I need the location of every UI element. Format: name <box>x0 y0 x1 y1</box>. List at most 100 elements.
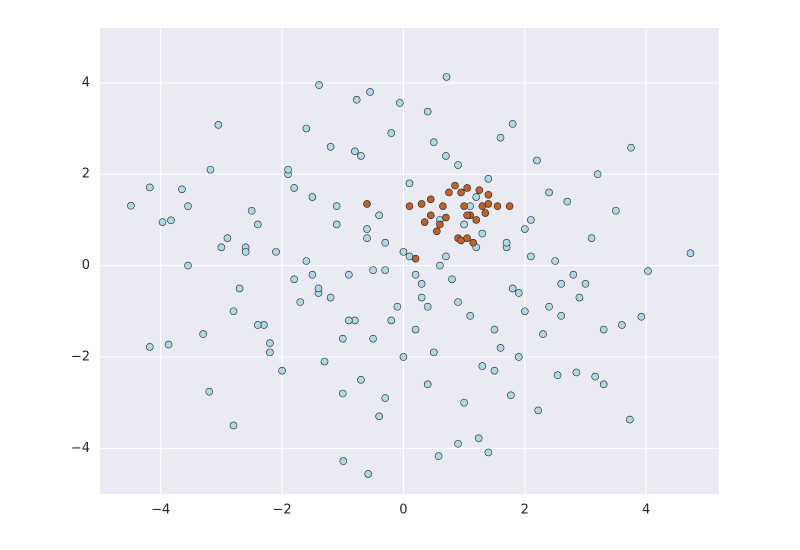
point <box>178 185 186 194</box>
point <box>575 293 584 302</box>
point <box>411 270 420 279</box>
point <box>434 452 443 460</box>
point <box>417 200 426 208</box>
point <box>591 372 600 381</box>
point <box>411 254 420 263</box>
point <box>381 266 390 274</box>
point <box>326 293 335 302</box>
point <box>145 343 154 351</box>
y-tick-label: −4 <box>71 441 90 456</box>
point <box>481 209 490 217</box>
point <box>290 184 298 192</box>
y-tick-label: 2 <box>82 167 90 182</box>
point <box>284 165 292 174</box>
point <box>484 200 493 208</box>
point <box>490 366 499 375</box>
point <box>167 216 175 225</box>
point <box>563 197 572 206</box>
x-tick-label: 0 <box>399 503 407 518</box>
point <box>433 227 441 236</box>
point <box>253 321 262 329</box>
point <box>508 284 517 293</box>
point <box>351 147 359 156</box>
point <box>484 448 493 457</box>
point <box>527 252 535 261</box>
point <box>423 107 432 116</box>
point <box>644 267 652 275</box>
point <box>214 121 223 129</box>
point <box>508 120 517 128</box>
point <box>545 302 553 311</box>
point <box>514 289 523 297</box>
point <box>505 202 514 210</box>
point <box>521 307 529 316</box>
point <box>338 389 347 398</box>
x-tick-label: 2 <box>521 503 529 518</box>
point <box>296 298 305 306</box>
point <box>332 220 341 229</box>
x-tick-label: −2 <box>272 503 291 518</box>
point <box>369 266 377 274</box>
point <box>158 218 167 226</box>
point <box>490 325 499 334</box>
point <box>426 211 435 220</box>
point <box>502 238 511 247</box>
point <box>417 293 426 302</box>
point <box>184 261 192 270</box>
point <box>429 348 438 357</box>
point <box>460 398 468 407</box>
point <box>206 165 215 174</box>
point <box>411 325 420 334</box>
point <box>460 220 468 229</box>
point <box>451 181 459 190</box>
point <box>557 280 566 288</box>
point <box>599 325 608 334</box>
point <box>381 394 390 402</box>
point <box>405 202 414 210</box>
point <box>478 229 487 238</box>
point <box>345 316 353 325</box>
point <box>445 188 453 197</box>
point <box>557 312 566 320</box>
point <box>199 330 207 338</box>
point <box>205 387 214 396</box>
point <box>521 225 529 233</box>
point <box>357 152 365 160</box>
point <box>599 380 608 389</box>
point <box>484 190 493 199</box>
point <box>448 275 456 284</box>
point <box>399 248 408 256</box>
point <box>320 357 329 366</box>
point <box>363 200 371 208</box>
point <box>363 234 371 242</box>
point <box>442 152 450 160</box>
point <box>426 195 435 204</box>
point <box>572 368 581 377</box>
point <box>463 184 471 192</box>
point <box>484 174 493 183</box>
point <box>266 339 274 348</box>
point <box>364 470 373 478</box>
point <box>423 302 432 311</box>
point <box>436 220 444 229</box>
point <box>460 202 468 210</box>
point <box>417 280 426 288</box>
point <box>625 415 634 424</box>
point <box>618 321 626 329</box>
point <box>247 206 256 215</box>
point <box>527 216 535 224</box>
point <box>581 280 590 288</box>
point <box>454 439 462 448</box>
point <box>545 188 553 197</box>
point <box>569 270 578 279</box>
point <box>381 238 390 247</box>
point <box>463 234 471 242</box>
point <box>387 129 396 137</box>
point <box>290 275 298 284</box>
point <box>253 220 262 229</box>
point <box>278 366 286 375</box>
point <box>454 298 462 306</box>
point <box>272 248 280 256</box>
point <box>627 143 635 152</box>
